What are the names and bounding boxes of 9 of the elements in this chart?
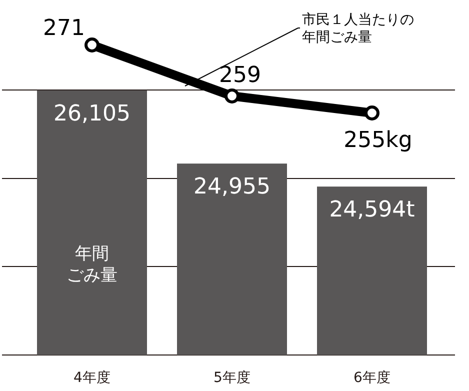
data-label: 271 <box>43 16 85 41</box>
x-tick-label: 5年度 <box>214 370 250 386</box>
x-tick-label: 6年度 <box>354 370 390 386</box>
annotation: 年間ごみ量 <box>66 244 118 286</box>
data-label: 24,955 <box>194 174 270 200</box>
text: 市民１人当たりの年間ごみ量 <box>302 12 414 46</box>
data-label: 255kg <box>344 128 412 153</box>
x-tick-label: 4年度 <box>74 370 110 386</box>
data-label: 24,594t <box>329 198 416 223</box>
